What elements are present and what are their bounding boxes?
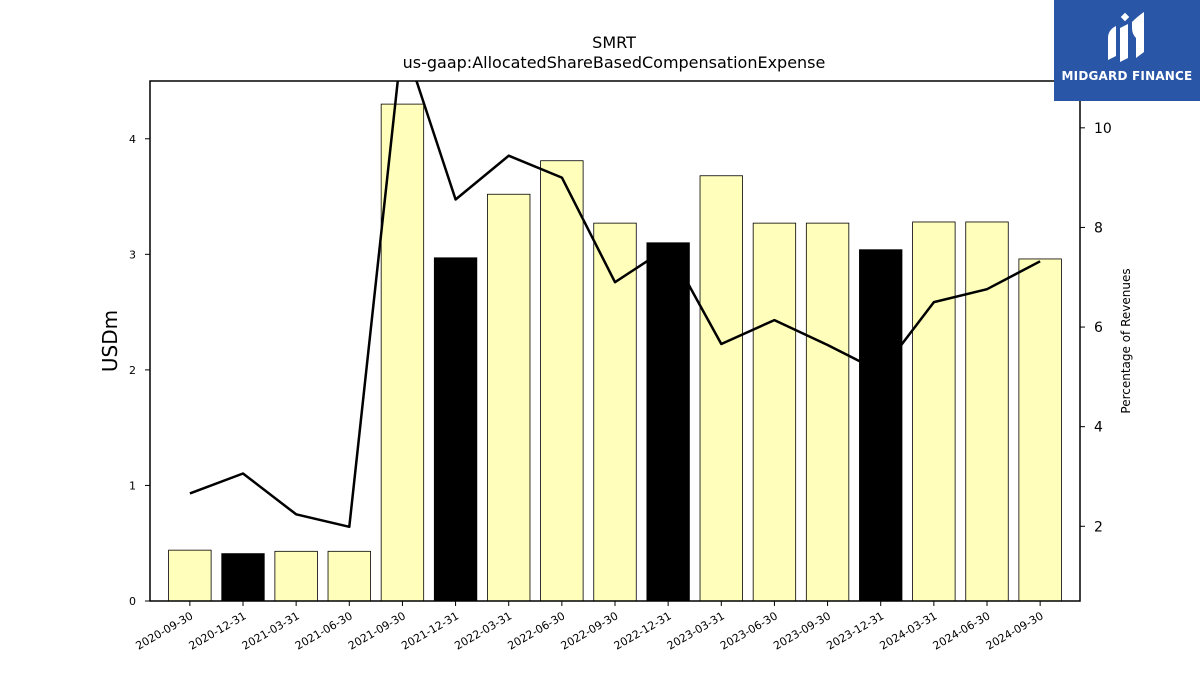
bar (699, 175, 743, 602)
x-tick-label: 2021-12-31 (399, 609, 461, 652)
y2-tick-label: 2 (1094, 519, 1103, 535)
x-tick-label: 2022-09-30 (559, 609, 621, 652)
y2-tick-label: 10 (1094, 121, 1112, 137)
y2-axis-label: Percentage of Revenues (1119, 268, 1133, 413)
chart-subtitle: us-gaap:AllocatedShareBasedCompensationE… (403, 53, 826, 72)
bar (274, 550, 318, 602)
y-tick-label: 4 (129, 133, 136, 146)
logo-text: MIDGARD FINANCE (1061, 69, 1193, 83)
x-tick-label: 2023-03-31 (665, 609, 727, 652)
y2-tick-label: 4 (1094, 420, 1103, 436)
bar (168, 549, 212, 602)
y-axis-label: USDm (98, 310, 122, 372)
bar (859, 249, 903, 602)
y2-tick-label: 8 (1094, 220, 1103, 236)
x-tick-label: 2024-03-31 (877, 609, 939, 652)
bar (912, 221, 956, 602)
logo-mark-icon (1108, 12, 1144, 62)
x-tick-label: 2023-09-30 (771, 609, 833, 652)
line-series-path (189, 81, 1041, 529)
x-tick-label: 2022-06-30 (505, 609, 567, 652)
bar (327, 550, 371, 602)
bar-series (168, 103, 1062, 602)
y2-axis: 2 4 6 8 10 (1080, 121, 1112, 535)
bar (805, 222, 850, 602)
x-tick-label: 2023-06-30 (718, 609, 780, 652)
y-tick-label: 3 (129, 248, 136, 261)
x-tick-label: 2022-12-31 (612, 609, 674, 652)
x-tick-label: 2020-12-31 (187, 609, 249, 652)
x-tick-label: 2022-03-31 (452, 609, 514, 652)
bar (433, 257, 478, 602)
brand-logo: MIDGARD FINANCE (1054, 0, 1200, 101)
x-tick-label: 2024-09-30 (984, 609, 1046, 652)
bar (221, 553, 265, 602)
bar (1018, 258, 1062, 602)
x-tick-label: 2021-03-31 (240, 609, 302, 652)
y-tick-label: 0 (129, 595, 136, 608)
bar (540, 160, 584, 602)
y-tick-label: 2 (129, 364, 136, 377)
bar (593, 222, 637, 602)
y-tick-label: 1 (129, 479, 136, 492)
x-tick-label: 2021-06-30 (293, 609, 355, 652)
x-axis: 2020-09-302020-12-312021-03-312021-06-30… (133, 601, 1046, 653)
x-tick-label: 2024-06-30 (931, 609, 993, 652)
y-axis: 0 1 2 3 4 (129, 133, 150, 608)
x-tick-label: 2020-09-30 (133, 609, 195, 652)
line-series (189, 81, 1041, 529)
chart-title: SMRT (592, 33, 636, 52)
bar (646, 242, 690, 602)
bar (752, 222, 797, 602)
x-tick-label: 2021-09-30 (346, 609, 408, 652)
bar (487, 193, 531, 602)
bar (965, 221, 1009, 602)
y2-tick-label: 6 (1094, 320, 1103, 336)
bar (380, 103, 425, 602)
x-tick-label: 2023-12-31 (824, 609, 886, 652)
